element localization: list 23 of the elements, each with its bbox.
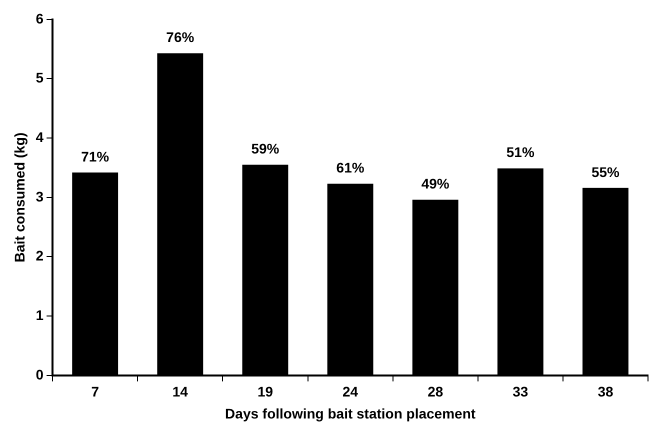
annotation: 61%: [336, 160, 365, 176]
y-tick-label: 2: [36, 248, 44, 264]
x-tick-label: 24: [342, 384, 358, 400]
annotation: 51%: [506, 144, 535, 160]
y-tick-label: 0: [36, 366, 44, 382]
x-tick-label: 33: [512, 384, 528, 400]
y-tick-label: 4: [36, 128, 44, 145]
y-tick-label: 3: [36, 188, 44, 204]
x-tick-label: 14: [172, 384, 188, 400]
y-axis-title: Bait consumed (kg): [11, 132, 28, 262]
x-tick-label: 7: [91, 384, 100, 400]
annotation: 76%: [166, 29, 195, 46]
x-axis-title: Days following bait station placement: [225, 405, 476, 422]
x-tick-label: 38: [598, 384, 614, 400]
annotation: 59%: [251, 140, 280, 157]
x-tick-label: 19: [257, 384, 274, 400]
annotation: 71%: [81, 148, 110, 164]
x-tick-label: 28: [428, 384, 444, 400]
y-tick-label: 5: [36, 70, 44, 86]
y-tick-label: 1: [36, 306, 44, 323]
annotation: 55%: [591, 164, 620, 180]
y-tick-label: 6: [36, 10, 44, 26]
annotation: 49%: [421, 176, 450, 192]
